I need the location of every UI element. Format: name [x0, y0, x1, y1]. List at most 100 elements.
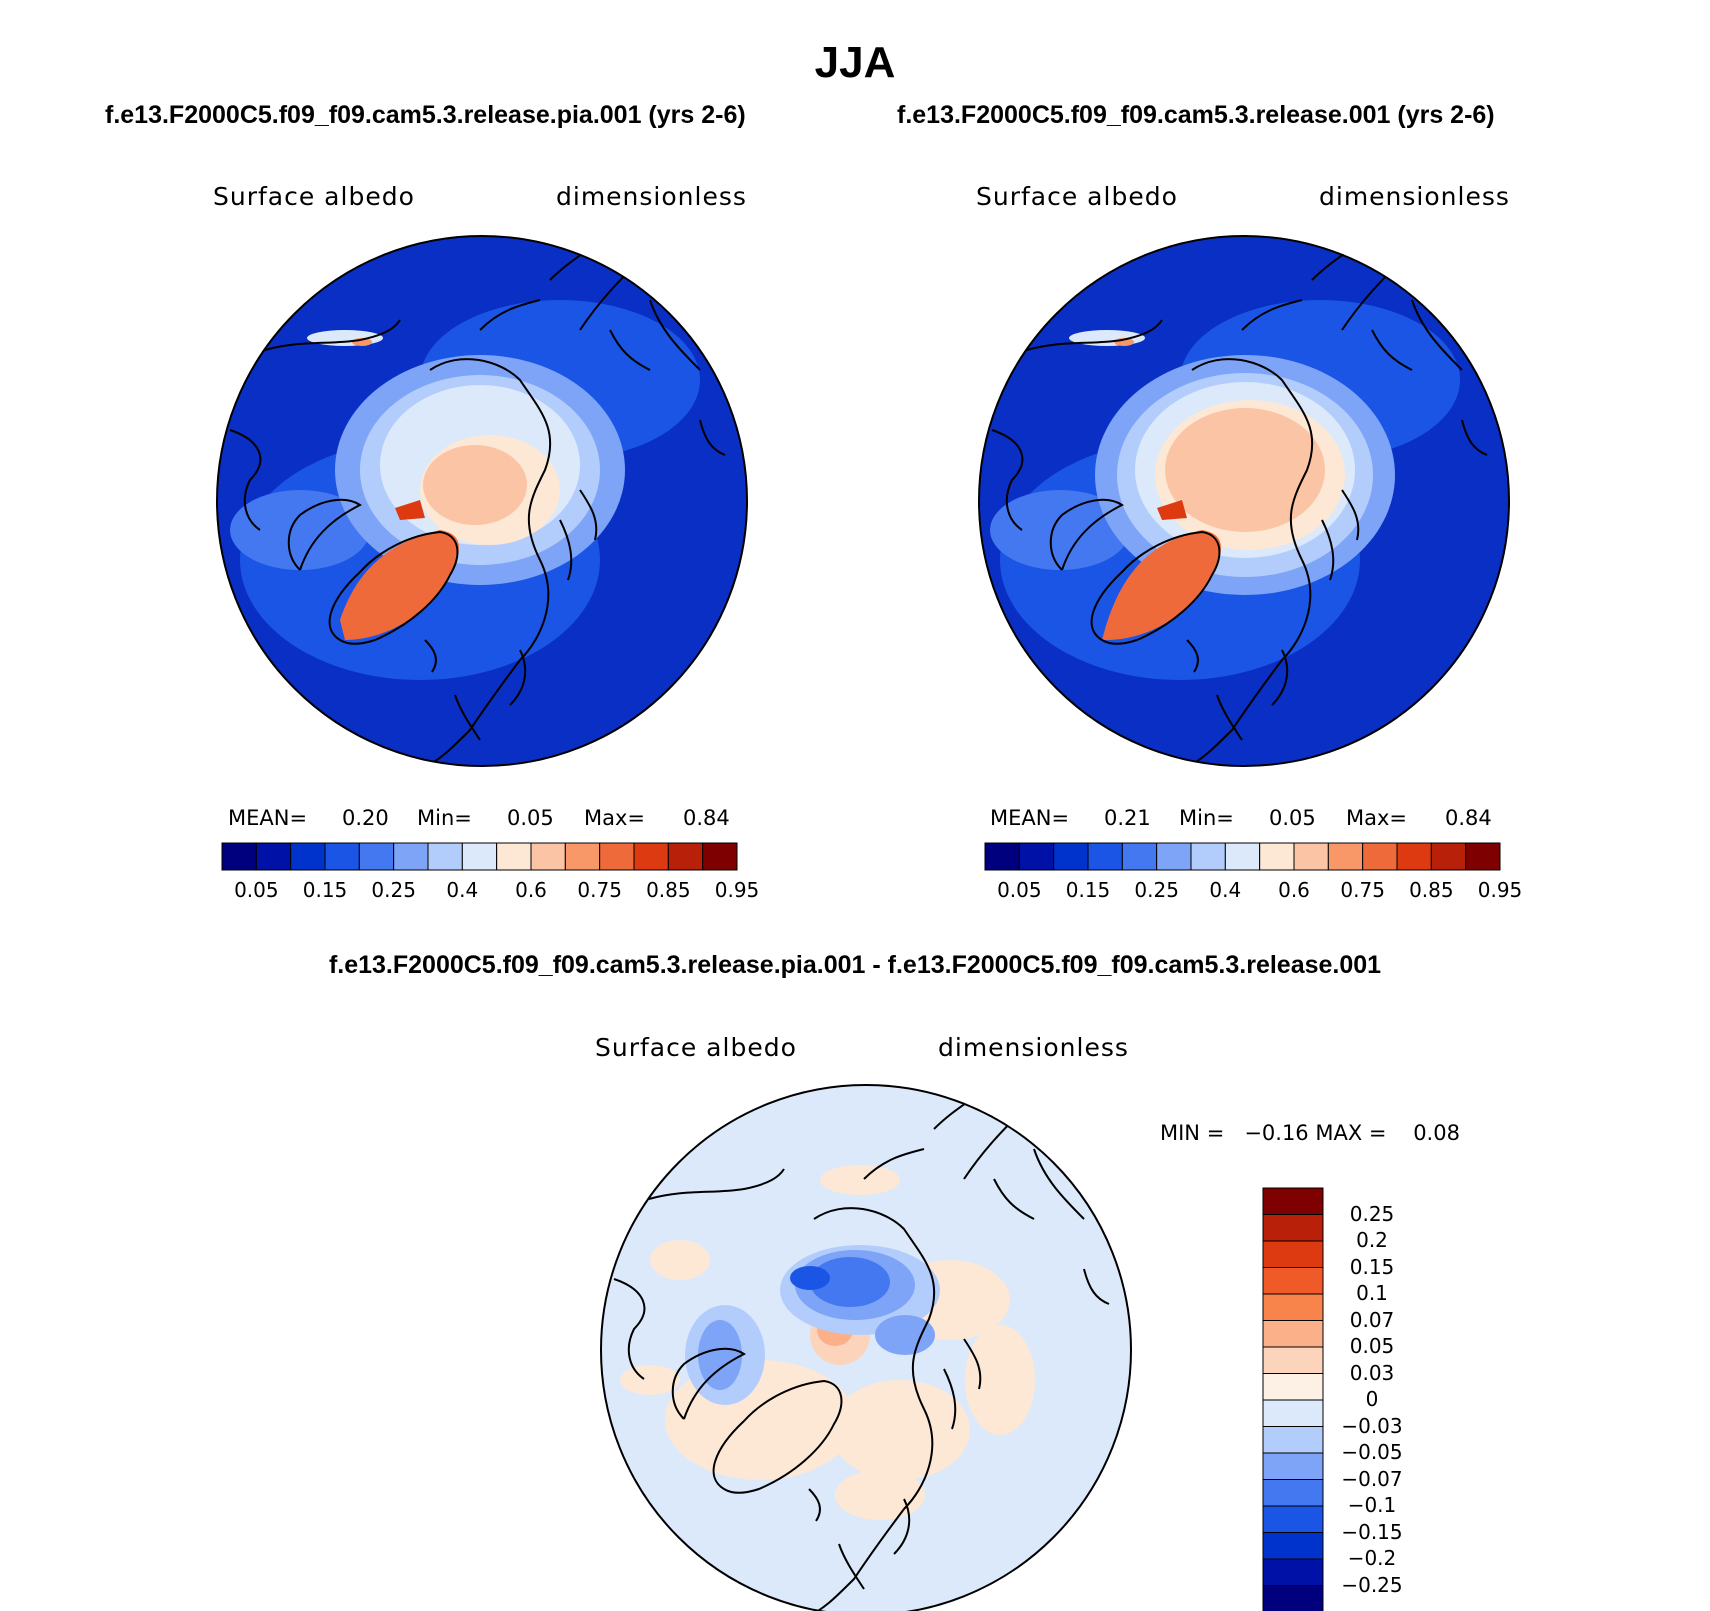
panel-2-colorbar-box [1087, 842, 1123, 871]
difference-colorbar-tick-label: −0.1 [1347, 1493, 1397, 1517]
panel-1-colorbar-box [599, 842, 635, 871]
panel-2-colorbar [984, 842, 1501, 871]
panel-1-units-label: dimensionless [556, 182, 747, 211]
difference-colorbar-box [1262, 1558, 1324, 1586]
panel-2-colorbar-tick-label: 0.75 [1340, 878, 1385, 902]
difference-colorbar-box [1262, 1293, 1324, 1321]
difference-colorbar-tick-label: −0.03 [1341, 1413, 1403, 1438]
difference-colorbar-box [1262, 1532, 1324, 1560]
panel-2-min-label: Min= [1179, 806, 1234, 830]
panel-1-mean-label: MEAN= [228, 806, 308, 830]
panel-2-colorbar-tick-label: 0.05 [997, 878, 1042, 902]
panel-2-colorbar-tick-label: 0.95 [1477, 878, 1523, 902]
difference-colorbar-tick-label: −0.15 [1341, 1519, 1403, 1544]
panel-2-colorbar-tick-label: 0.4 [1209, 878, 1242, 902]
difference-colorbar-tick-label: −0.05 [1341, 1440, 1403, 1464]
difference-title: f.e13.F2000C5.f09_f09.cam5.3.release.pia… [328, 951, 1382, 979]
panel-1-max-label: Max= [584, 806, 646, 830]
panel-2-colorbar-box [1396, 842, 1432, 871]
difference-colorbar-tick-label: −0.07 [1341, 1466, 1403, 1491]
difference-colorbar-tick-label: −0.2 [1347, 1546, 1397, 1570]
panel-1-colorbar-box [633, 842, 669, 871]
difference-colorbar-box [1262, 1240, 1324, 1268]
panel-1-colorbar-box [358, 842, 395, 871]
panel-1-colorbar-tick-label: 0.15 [302, 878, 348, 902]
panel-2-colorbar-tick-label: 0.6 [1278, 878, 1310, 902]
difference-colorbar-box [1262, 1373, 1324, 1401]
panel-1-colorbar-box [667, 842, 704, 871]
difference-colorbar-box [1262, 1214, 1324, 1242]
difference-colorbar-tick-label: 0.2 [1356, 1228, 1388, 1252]
panel-2-polar-map [978, 235, 1510, 767]
difference-colorbar-box [1262, 1187, 1324, 1215]
panel-1-variable-label: Surface albedo [213, 182, 415, 211]
panel-1-colorbar-box [221, 842, 257, 871]
panel-1-min-value: 0.05 [507, 806, 554, 830]
panel-2-min-value: 0.05 [1269, 806, 1316, 830]
difference-colorbar-tick-label: 0.07 [1349, 1307, 1395, 1332]
panel-1-colorbar-tick-label: 0.85 [646, 878, 691, 902]
panel-2-mean-label: MEAN= [990, 806, 1070, 830]
panel-1-colorbar-tick-label: 0.25 [371, 878, 416, 902]
difference-colorbar-box [1262, 1267, 1324, 1295]
panel-2-colorbar-box [1327, 842, 1364, 871]
panel-1-colorbar [221, 842, 738, 871]
panel-1-min-label: Min= [417, 806, 472, 830]
difference-variable-label: Surface albedo [595, 1033, 797, 1062]
panel-2-colorbar-box [1430, 842, 1467, 871]
panel-2-colorbar-box [1018, 842, 1055, 871]
panel-2-colorbar-box [1156, 842, 1192, 871]
panel-1-polar-map [216, 235, 748, 767]
panel-2-colorbar-box [1293, 842, 1329, 871]
difference-colorbar-box [1262, 1346, 1324, 1374]
panel-2-colorbar-box [1362, 842, 1398, 871]
panel-1-colorbar-box [496, 842, 532, 871]
difference-colorbar-box [1262, 1399, 1324, 1427]
panel-1-case-title: f.e13.F2000C5.f09_f09.cam5.3.release.pia… [105, 101, 746, 129]
difference-colorbar-box [1262, 1505, 1324, 1533]
panel-2-colorbar-box [1121, 842, 1158, 871]
difference-colorbar-box [1262, 1320, 1324, 1348]
panel-1-colorbar-tick-label: 0.4 [446, 878, 479, 902]
difference-colorbar-box [1262, 1479, 1324, 1507]
panel-2-colorbar-box [1224, 842, 1261, 871]
difference-polar-map [600, 1084, 1132, 1611]
panel-2-colorbar-tick-label: 0.85 [1409, 878, 1454, 902]
difference-min-max: MIN = −0.16 MAX = 0.08 [1160, 1121, 1460, 1145]
panel-2-mean-value: 0.21 [1104, 806, 1151, 830]
difference-colorbar-tick-label: 0.15 [1349, 1254, 1395, 1279]
difference-colorbar-tick-label: 0.03 [1349, 1360, 1395, 1385]
difference-units-label: dimensionless [938, 1033, 1129, 1062]
panel-1-colorbar-box [530, 842, 566, 871]
difference-colorbar-tick-label: 0.05 [1349, 1334, 1395, 1358]
difference-colorbar-box [1262, 1452, 1324, 1480]
panel-2-colorbar-box [1190, 842, 1226, 871]
panel-2-colorbar-tick-label: 0.25 [1134, 878, 1179, 902]
panel-2-units-label: dimensionless [1319, 182, 1510, 211]
panel-1-colorbar-box [564, 842, 601, 871]
panel-2-variable-label: Surface albedo [976, 182, 1178, 211]
panel-1-colorbar-box [461, 842, 498, 871]
panel-1-max-value: 0.84 [683, 806, 730, 830]
panel-1-colorbar-box [324, 842, 360, 871]
panel-1-colorbar-box [393, 842, 429, 871]
panel-2-colorbar-box [984, 842, 1020, 871]
panel-1-colorbar-tick-label: 0.05 [234, 878, 279, 902]
panel-1-colorbar-box [427, 842, 463, 871]
panel-2-max-value: 0.84 [1445, 806, 1492, 830]
panel-1-mean-value: 0.20 [342, 806, 389, 830]
panel-2-colorbar-box [1259, 842, 1295, 871]
difference-colorbar-tick-label: −0.25 [1341, 1572, 1403, 1597]
panel-1-colorbar-tick-label: 0.75 [577, 878, 622, 902]
difference-colorbar-tick-label: 0.1 [1356, 1281, 1388, 1305]
panel-1-colorbar-tick-label: 0.6 [515, 878, 547, 902]
difference-colorbar-box [1262, 1426, 1324, 1454]
panel-2-case-title: f.e13.F2000C5.f09_f09.cam5.3.release.001… [897, 101, 1495, 129]
panel-2-max-label: Max= [1346, 806, 1408, 830]
figure-title: JJA [814, 38, 896, 87]
panel-2-colorbar-box [1053, 842, 1089, 871]
difference-colorbar [1262, 1187, 1324, 1611]
difference-colorbar-box [1262, 1585, 1324, 1611]
panel-1-colorbar-tick-label: 0.95 [714, 878, 760, 902]
